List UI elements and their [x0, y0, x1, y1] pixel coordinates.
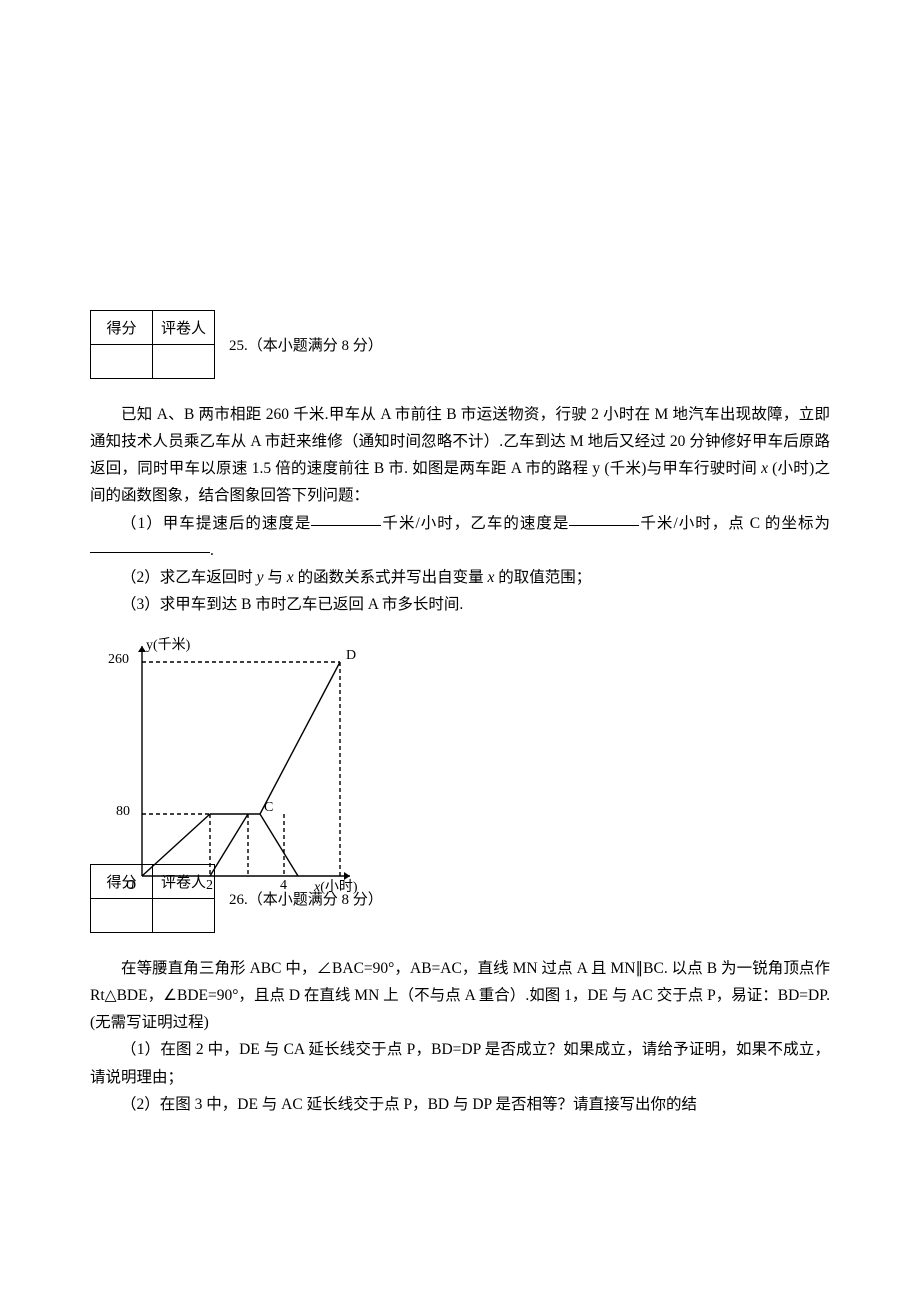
q25-sub3: （3）求甲车到达 B 市时乙车已返回 A 市多长时间.	[90, 591, 830, 618]
q25-s2c: 的函数关系式并写出自变量	[294, 569, 488, 586]
q25-s1a: （1）甲车提速后的速度是	[121, 515, 311, 532]
q25-sub1: （1）甲车提速后的速度是 千米/小时，乙车的速度是 千米/小时，点 C 的坐标为.	[90, 510, 830, 564]
point-D-label: D	[346, 648, 356, 664]
score-label-2: 得分	[91, 865, 153, 899]
blank-3	[90, 552, 210, 553]
q26-sub2: （2）在图 3 中，DE 与 AC 延长线交于点 P，BD 与 DP 是否相等？…	[90, 1091, 830, 1118]
score-label: 得分	[91, 311, 153, 345]
var-x: x	[761, 460, 768, 477]
reviewer-label-2: 评卷人	[153, 865, 215, 899]
q26-body: 在等腰直角三角形 ABC 中，∠BAC=90°，AB=AC，直线 MN 过点 A…	[90, 955, 830, 1118]
y-axis-label: y(千米)	[146, 634, 190, 654]
q26-number: 26.（本小题满分 8 分）	[229, 888, 383, 909]
q25-s2d: 的取值范围；	[494, 569, 591, 586]
q25-sub2: （2）求乙车返回时 y 与 x 的函数关系式并写出自变量 x 的取值范围；	[90, 564, 830, 591]
q25-s1d: .	[210, 542, 214, 559]
q25-body: 已知 A、B 两市相距 260 千米.甲车从 A 市前往 B 市运送物资，行驶 …	[90, 401, 830, 618]
score-table-q25: 得分 评卷人	[90, 310, 215, 379]
q25-p1: 已知 A、B 两市相距 260 千米.甲车从 A 市前往 B 市运送物资，行驶 …	[90, 401, 830, 510]
q25-s2b: 与	[264, 569, 287, 586]
reviewer-label: 评卷人	[153, 311, 215, 345]
score-cell-2	[91, 899, 153, 933]
y-tick-80: 80	[116, 804, 130, 820]
score-cell	[91, 345, 153, 379]
q25-s2a: （2）求乙车返回时	[121, 569, 257, 586]
point-C-label: C	[264, 800, 273, 816]
blank-1	[311, 525, 381, 526]
reviewer-cell-2	[153, 899, 215, 933]
q25-number: 25.（本小题满分 8 分）	[229, 334, 383, 355]
q25-p1-a: 已知 A、B 两市相距 260 千米.甲车从 A 市前往 B 市运送物资，行驶 …	[90, 406, 830, 477]
reviewer-cell	[153, 345, 215, 379]
q26-sub1: （1）在图 2 中，DE 与 CA 延长线交于点 P，BD=DP 是否成立？如果…	[90, 1036, 830, 1090]
score-table-q26: 得分 评卷人	[90, 864, 215, 933]
q26-header: 得分 评卷人 26.（本小题满分 8 分）	[90, 864, 830, 933]
var-y: y	[257, 569, 264, 586]
y-tick-260: 260	[108, 652, 129, 668]
blank-2	[569, 525, 639, 526]
q25-s1b: 千米/小时，乙车的速度是	[381, 515, 569, 532]
q26-p1: 在等腰直角三角形 ABC 中，∠BAC=90°，AB=AC，直线 MN 过点 A…	[90, 955, 830, 1036]
var-x2: x	[287, 569, 294, 586]
q25-header: 得分 评卷人 25.（本小题满分 8 分）	[90, 310, 830, 379]
q25-s1c: 千米/小时，点 C 的坐标为	[639, 515, 830, 532]
